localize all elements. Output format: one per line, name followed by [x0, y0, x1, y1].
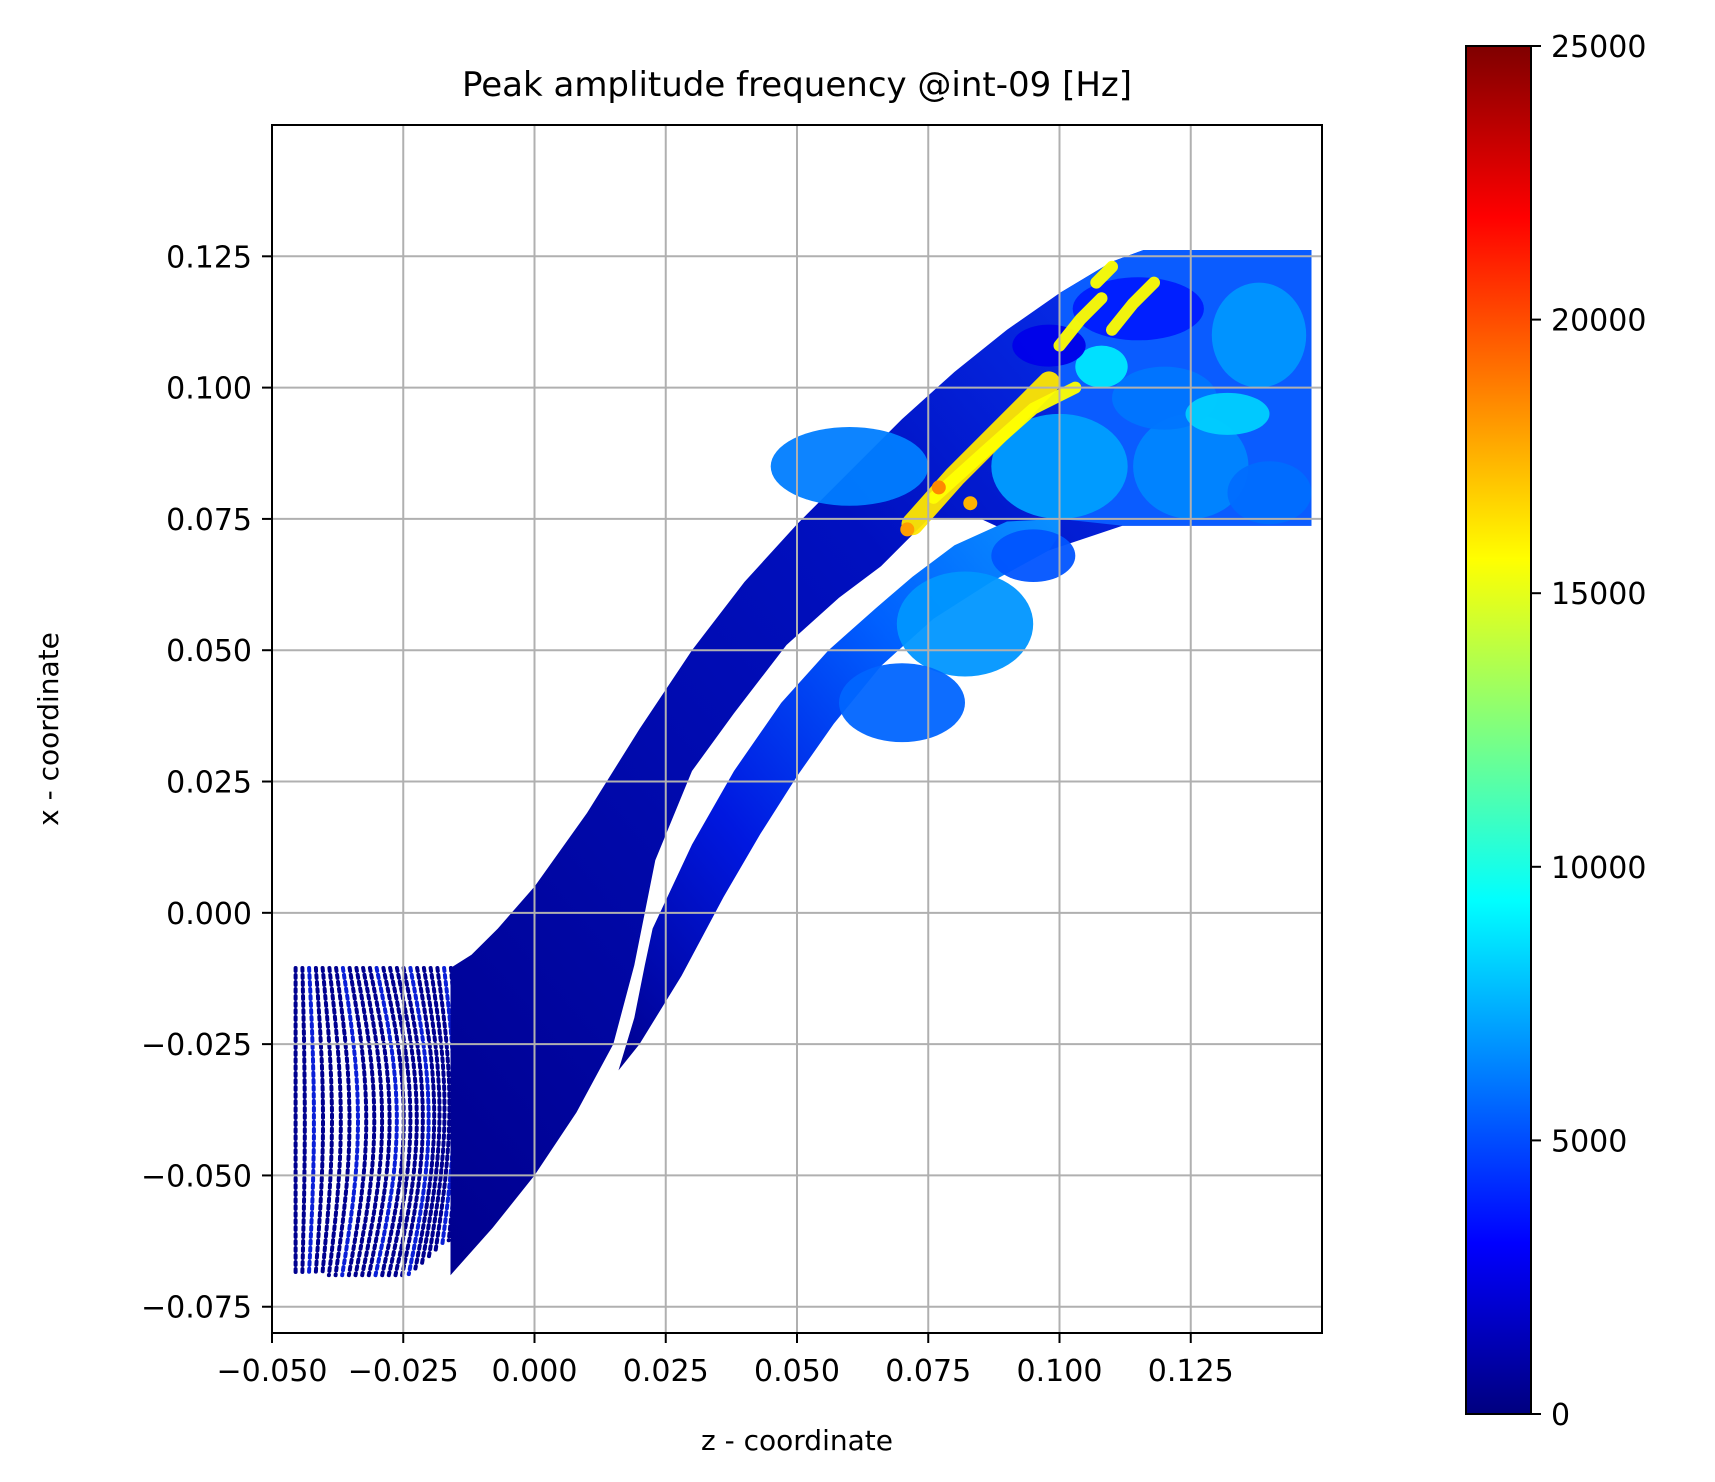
colorbar-tick-label: 0	[1551, 1398, 1570, 1433]
frequency-patch	[896, 571, 1034, 677]
streak-line	[927, 381, 1082, 504]
y-tick-label: −0.075	[141, 1291, 252, 1326]
x-tick-label: 0.000	[492, 1354, 578, 1389]
colorbar-ticks: 0 5000 10000 15000 20000 25000	[1531, 30, 1646, 1433]
colorbar-tick-label: 15000	[1551, 577, 1646, 612]
inlet-grid-line	[333, 966, 352, 1278]
inlet-grid-line	[346, 966, 369, 1278]
streak-line	[1090, 260, 1118, 289]
inlet-grid-line	[313, 966, 325, 1278]
colorbar-tick-label: 20000	[1551, 304, 1646, 339]
hot-spot	[900, 522, 915, 537]
x-tick-label: 0.100	[1017, 1354, 1103, 1389]
x-axis-label: z - coordinate	[701, 1424, 893, 1457]
frequency-patch	[1075, 345, 1128, 388]
streak-line	[1106, 276, 1160, 336]
inlet-grid-line	[420, 966, 442, 1265]
x-tick-label: 0.050	[754, 1354, 840, 1389]
frequency-patch	[1211, 282, 1307, 388]
inlet-grid-line	[300, 966, 307, 1278]
y-axis-label: x - coordinate	[32, 632, 65, 826]
high-frequency-streaks	[900, 260, 1160, 537]
frequency-patch	[770, 427, 929, 506]
inlet-grid-line	[340, 966, 361, 1278]
frequency-patch	[1185, 392, 1270, 435]
inlet-grid-line	[426, 966, 447, 1260]
y-tick-label: 0.100	[166, 372, 252, 407]
inlet-grid-line	[320, 966, 334, 1278]
y-tick-label: −0.050	[141, 1159, 252, 1194]
inlet-grid-line	[413, 966, 437, 1271]
y-tick-label: 0.000	[166, 897, 252, 932]
frequency-patch	[991, 529, 1076, 582]
inlet-grid-line	[406, 966, 431, 1277]
inlet-grid-line	[386, 966, 413, 1278]
frequency-patch	[1227, 461, 1312, 525]
x-tick-label: −0.025	[348, 1354, 459, 1389]
inlet-grid-line	[306, 966, 316, 1278]
inlet-grid-line	[353, 966, 377, 1278]
streak-line	[1053, 292, 1108, 352]
y-tick-label: 0.125	[166, 240, 252, 275]
inlet-grid-line	[400, 966, 425, 1278]
x-tick-label: 0.025	[623, 1354, 709, 1389]
colorbar: 0 5000 10000 15000 20000 25000	[1465, 30, 1646, 1433]
x-tick-label: 0.075	[885, 1354, 971, 1389]
frequency-patch	[1072, 277, 1204, 341]
chart-title: Peak amplitude frequency @int-09 [Hz]	[462, 65, 1132, 105]
inlet-grid-line	[393, 966, 419, 1278]
colorbar-gradient	[1465, 45, 1532, 1415]
hot-spot	[963, 496, 978, 511]
inlet-grid-line	[433, 966, 452, 1254]
colorbar-tick-label: 25000	[1551, 30, 1646, 65]
y-axis-ticks: −0.075 −0.050 −0.025 0.000 0.025 0.050 0.075 0.…	[141, 240, 272, 1326]
y-tick-label: 0.050	[166, 634, 252, 669]
inlet-grid-line	[360, 966, 385, 1278]
plot-area: −0.050 −0.025 0.000 0.025 0.050 0.075 0.100 0.1…	[141, 124, 1323, 1389]
y-tick-label: −0.025	[141, 1028, 252, 1063]
hot-spot	[931, 480, 946, 495]
colorbar-tick-label: 10000	[1551, 851, 1646, 886]
inlet-grid-line	[326, 966, 343, 1278]
y-tick-label: 0.025	[166, 766, 252, 801]
y-tick-label: 0.075	[166, 503, 252, 538]
x-tick-label: −0.050	[216, 1354, 327, 1389]
x-axis-ticks: −0.050 −0.025 0.000 0.025 0.050 0.075 0.100 0.1…	[216, 1333, 1234, 1389]
x-tick-label: 0.125	[1148, 1354, 1234, 1389]
grid-layer	[272, 125, 1322, 1333]
colorbar-tick-label: 5000	[1551, 1124, 1627, 1159]
inlet-grid-line	[373, 966, 399, 1278]
inlet-grid-line	[366, 966, 392, 1278]
frequency-patch	[839, 663, 965, 743]
